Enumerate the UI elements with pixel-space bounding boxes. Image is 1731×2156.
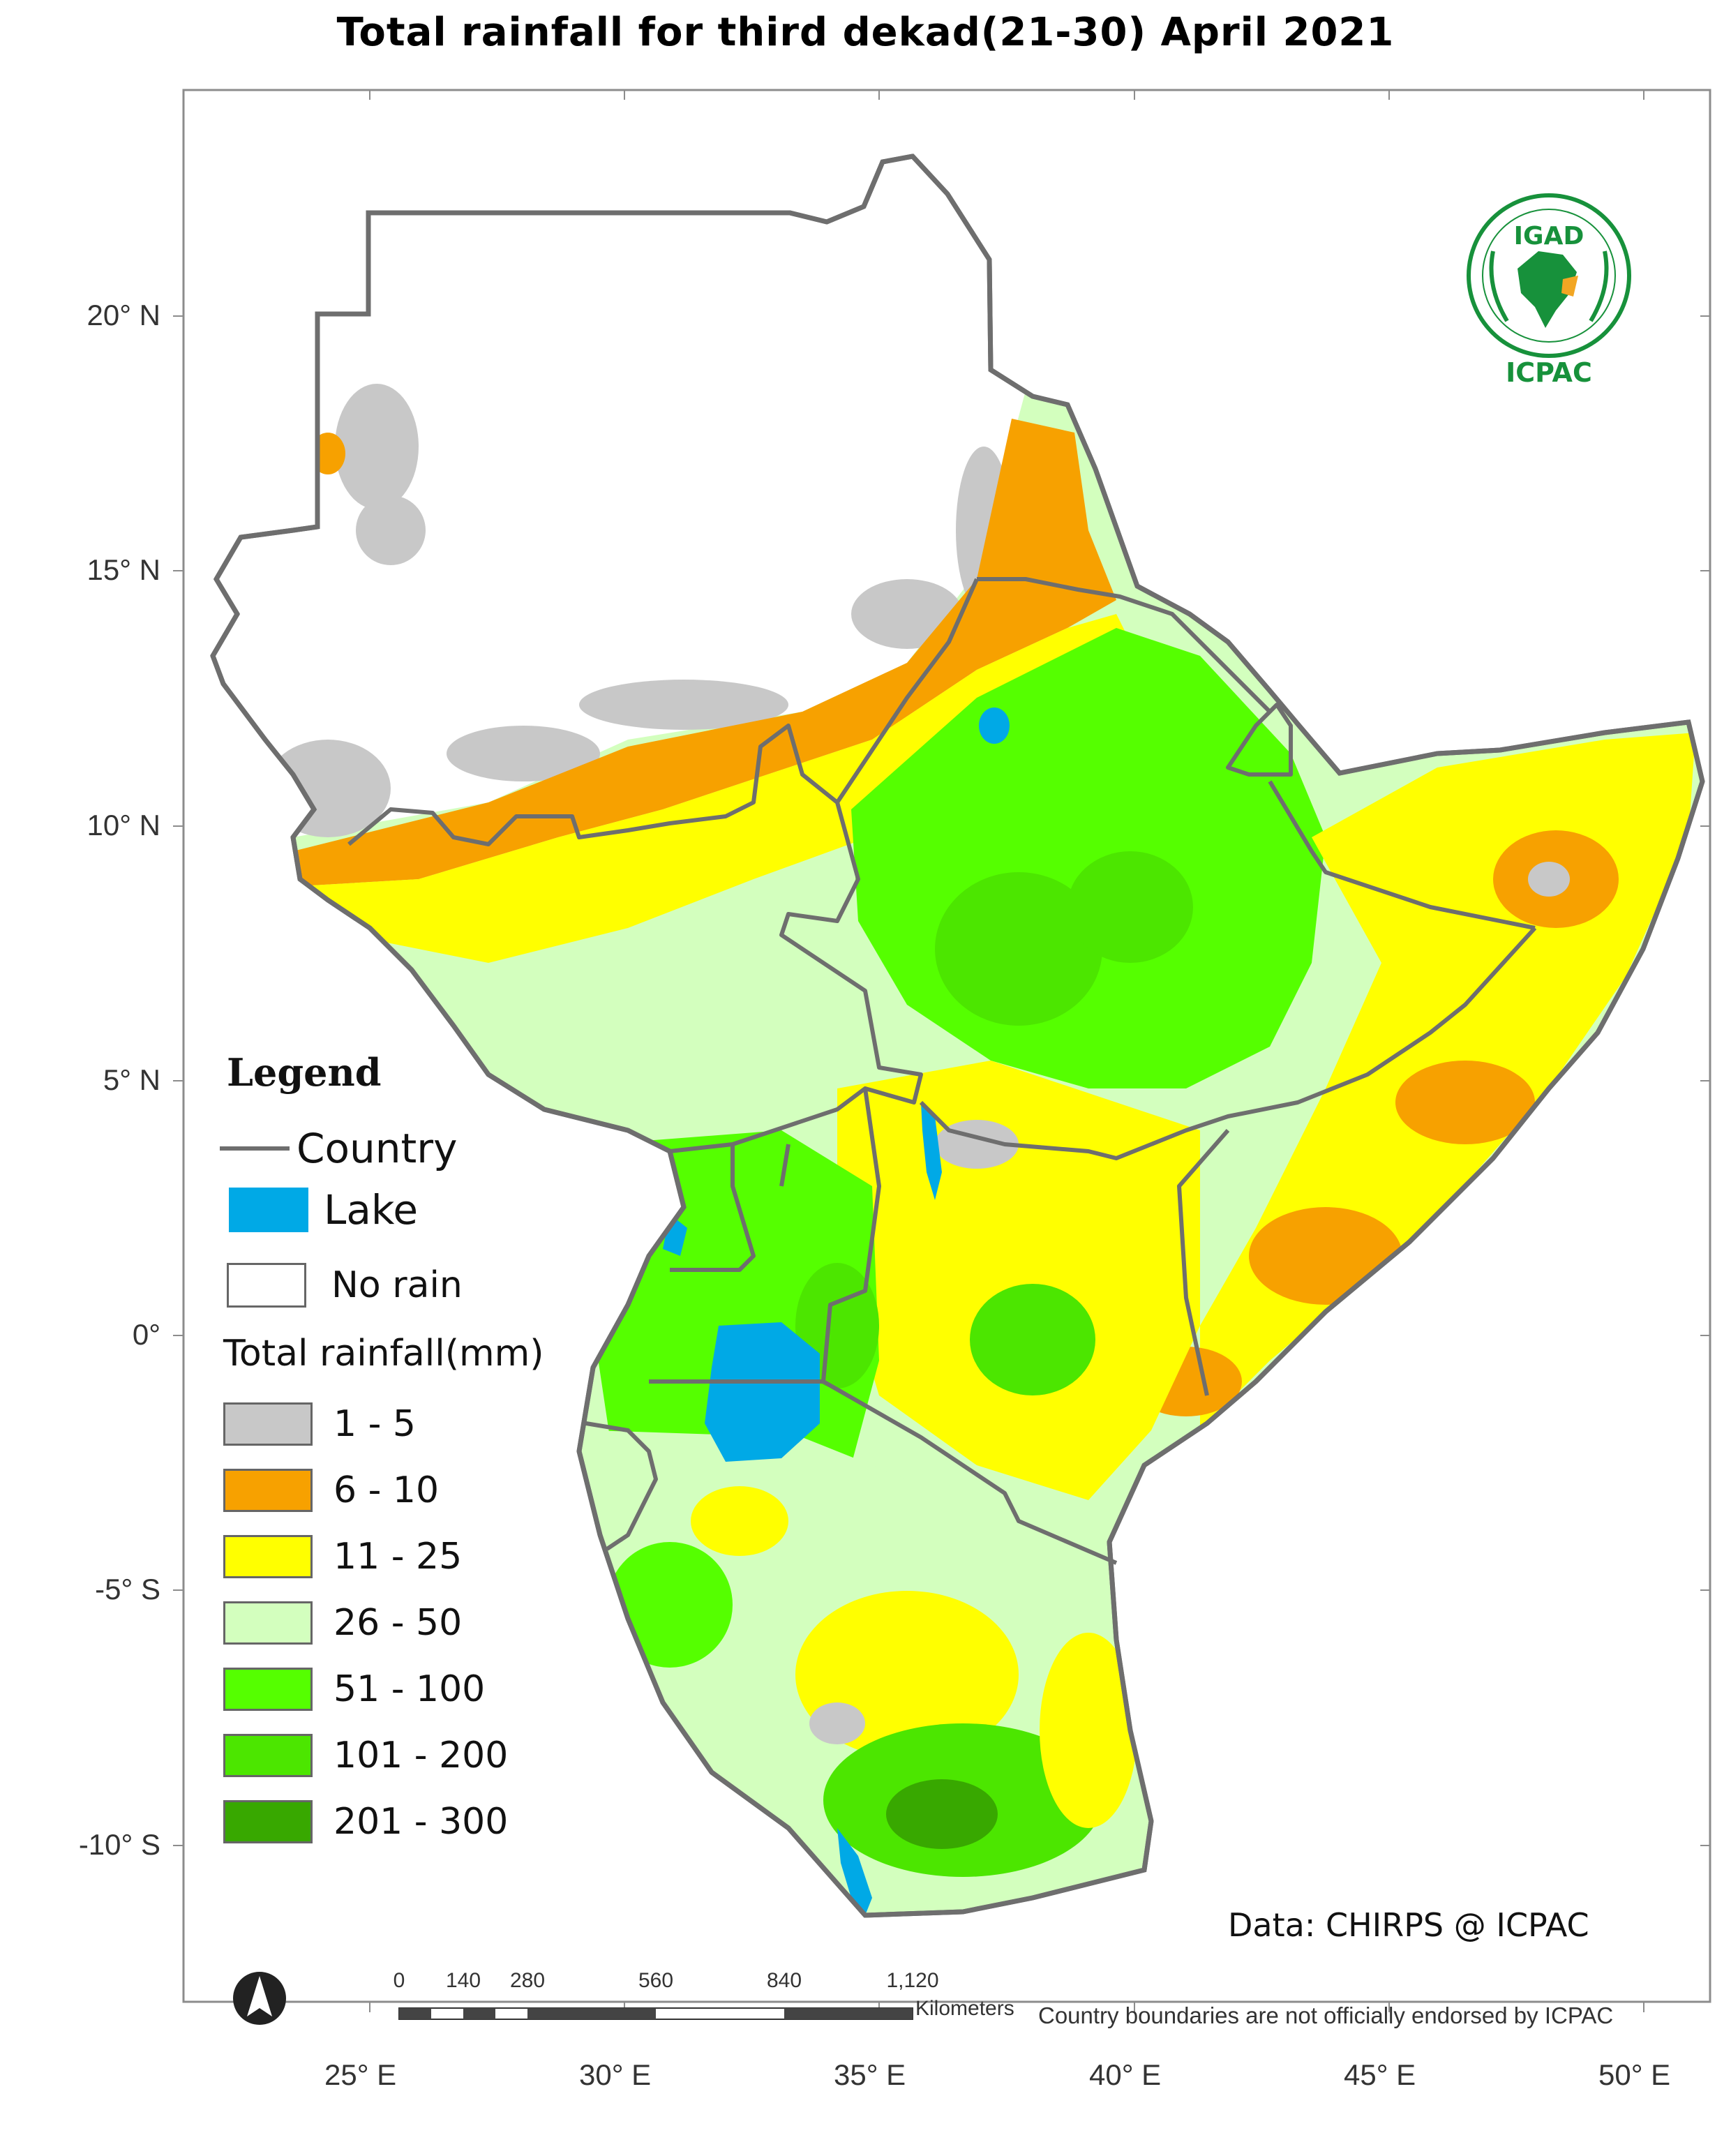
legend-swatch (223, 1601, 313, 1645)
legend-no-rain-label: No rain (331, 1264, 463, 1306)
map-title: Total rainfall for third dekad(21-30) Ap… (336, 10, 1395, 55)
lat-label-20n: 20° N (87, 299, 160, 331)
scale-tick-560: 560 (638, 1969, 674, 1992)
legend-class-4: 51 - 100 (223, 1668, 485, 1711)
logo-bottom-text: ICPAC (1506, 357, 1592, 388)
map-frame (182, 89, 1711, 2003)
legend-class-2: 11 - 25 (223, 1535, 462, 1578)
legend-lake: Lake (229, 1186, 418, 1234)
legend-swatch (223, 1800, 313, 1843)
no-rain-swatch (227, 1263, 306, 1308)
legend-class-label: 51 - 100 (334, 1668, 486, 1710)
scale-tick-1120: 1,120 (886, 1969, 939, 1992)
lake-victoria (705, 1322, 820, 1462)
legend-class-label: 101 - 200 (334, 1735, 509, 1776)
scale-tick-0: 0 (393, 1969, 405, 1992)
lat-label-10n: 10° N (87, 809, 160, 841)
region-outline (210, 154, 1705, 1918)
lon-label-25e: 25° E (324, 2058, 397, 2091)
legend-class-label: 6 - 10 (334, 1469, 440, 1511)
legend-swatch (223, 1668, 313, 1711)
legend-class-3: 26 - 50 (223, 1601, 462, 1645)
lat-label-15n: 15° N (87, 553, 160, 586)
lat-label-10s: -10° S (78, 1828, 160, 1861)
scale-tick-140: 140 (445, 1969, 481, 1992)
boundary-disclaimer: Country boundaries are not officially en… (1038, 2002, 1614, 2028)
scale-tick-840: 840 (766, 1969, 802, 1992)
legend-country: Country (220, 1125, 457, 1172)
lake-swatch (229, 1188, 308, 1232)
country-line-icon (220, 1146, 290, 1151)
legend-class-5: 101 - 200 (223, 1734, 508, 1777)
legend-class-label: 26 - 50 (334, 1602, 463, 1644)
legend-no-rain: No rain (227, 1263, 463, 1308)
lon-label-50e: 50° E (1598, 2058, 1671, 2091)
legend-swatch (223, 1734, 313, 1777)
scale-unit-label: Kilometers (915, 1997, 1014, 2020)
lon-label-35e: 35° E (834, 2058, 906, 2091)
legend-swatch (223, 1469, 313, 1512)
data-credit: Data: CHIRPS @ ICPAC (1228, 1906, 1589, 1944)
lat-label-5s: -5° S (95, 1573, 160, 1605)
logo-top-text: IGAD (1513, 222, 1584, 250)
legend-class-label: 1 - 5 (334, 1403, 416, 1445)
legend-class-0: 1 - 5 (223, 1402, 416, 1446)
legend-class-6: 201 - 300 (223, 1800, 508, 1843)
lon-label-40e: 40° E (1089, 2058, 1162, 2091)
lat-label-0: 0° (132, 1318, 160, 1351)
scale-bar (398, 2007, 913, 2020)
country-borders (347, 577, 1537, 1565)
legend-class-label: 11 - 25 (334, 1536, 463, 1578)
scale-tick-280: 280 (509, 1969, 546, 1992)
lon-label-30e: 30° E (579, 2058, 652, 2091)
legend-rainfall-title: Total rainfall(mm) (223, 1333, 544, 1375)
lon-label-45e: 45° E (1344, 2058, 1416, 2091)
graticule-ticks (173, 90, 1710, 2012)
legend-class-1: 6 - 10 (223, 1469, 439, 1512)
igad-icpac-logo-icon (1467, 193, 1631, 358)
legend-title: Legend (227, 1050, 382, 1095)
legend-class-label: 201 - 300 (334, 1801, 509, 1843)
legend-swatch (223, 1535, 313, 1578)
legend-swatch (223, 1402, 313, 1446)
north-arrow-icon (233, 1972, 286, 2025)
legend-lake-label: Lake (324, 1186, 419, 1234)
legend-country-label: Country (297, 1125, 458, 1172)
lat-label-5n: 5° N (103, 1063, 160, 1096)
